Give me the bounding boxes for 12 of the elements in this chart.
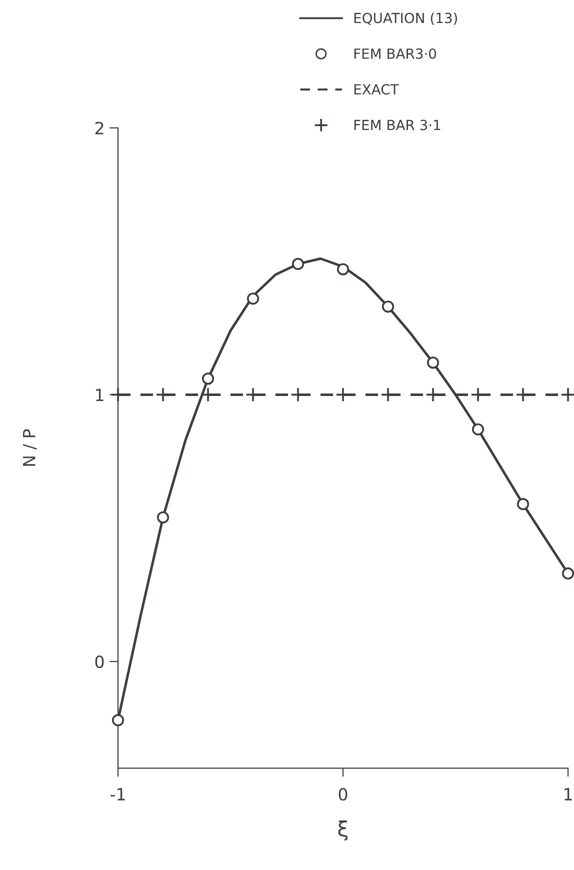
y-tick-label: 0 xyxy=(95,655,104,668)
legend-label: EQUATION (13) xyxy=(354,12,457,25)
legend-label: EXACT xyxy=(354,84,399,95)
legend-label: FEM BAR 3·1 xyxy=(354,120,440,130)
x-tick-label: -1 xyxy=(110,788,125,800)
y-tick-label: 1 xyxy=(96,388,104,402)
y-tick-label: 2 xyxy=(95,122,104,134)
y-axis-title: N / P xyxy=(23,429,37,466)
x-tick-label: 1 xyxy=(564,788,572,800)
x-axis-title: ξ xyxy=(338,820,348,841)
x-tick-label: 0 xyxy=(338,788,348,801)
legend-label: FEM BAR3·0 xyxy=(354,48,436,59)
